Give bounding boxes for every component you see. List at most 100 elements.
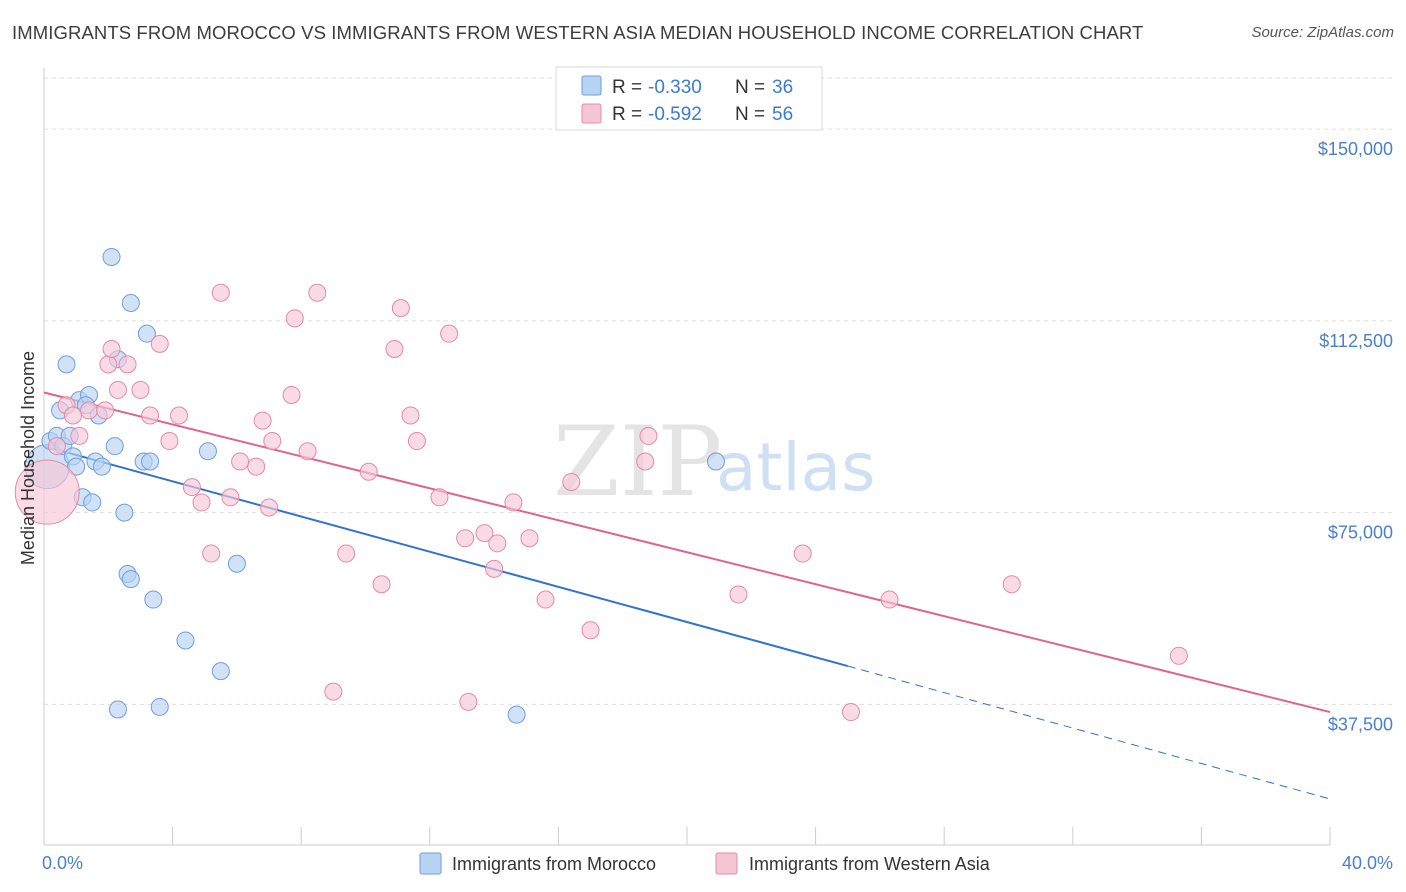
- legend-r-label-western-asia: R =: [612, 104, 642, 125]
- point-morocco: [176, 631, 195, 650]
- point-western-asia: [202, 544, 221, 563]
- x-tick-label-min: 0.0%: [42, 853, 83, 873]
- point-western-asia: [536, 590, 555, 609]
- point-western-asia: [1169, 646, 1188, 665]
- point-morocco: [108, 700, 127, 719]
- y-tick-label: $112,500: [1319, 331, 1393, 351]
- point-western-asia: [70, 426, 89, 445]
- point-western-asia: [337, 544, 356, 563]
- point-morocco: [121, 570, 140, 589]
- series-legend: Immigrants from Morocco Immigrants from …: [419, 852, 991, 875]
- legend-swatch-western-asia: [581, 103, 602, 124]
- point-western-asia: [247, 457, 266, 476]
- source-credit: Source: ZipAtlas.com: [1251, 24, 1394, 41]
- point-western-asia: [1002, 575, 1021, 594]
- point-western-asia: [118, 355, 137, 374]
- point-western-asia: [99, 355, 118, 374]
- point-western-asia: [475, 524, 494, 543]
- point-western-asia: [211, 283, 230, 302]
- point-western-asia: [131, 380, 150, 399]
- point-morocco: [227, 554, 246, 573]
- point-western-asia: [459, 692, 478, 711]
- point-western-asia: [324, 682, 343, 701]
- point-western-asia: [308, 283, 327, 302]
- point-morocco: [211, 662, 230, 681]
- point-western-asia: [440, 324, 459, 343]
- point-western-asia: [880, 590, 899, 609]
- point-western-asia: [63, 406, 82, 425]
- trendline-morocco-extrapolated: [847, 665, 1331, 800]
- point-morocco: [198, 442, 217, 461]
- trendline-morocco: [43, 445, 849, 667]
- point-western-asia: [504, 493, 523, 512]
- data-points: [14, 247, 1188, 724]
- series-legend-label-western-asia: Immigrants from Western Asia: [749, 854, 991, 874]
- y-tick-label: $37,500: [1328, 714, 1393, 734]
- point-western-asia: [102, 340, 121, 359]
- point-western-asia: [160, 432, 179, 451]
- point-western-asia: [456, 529, 475, 548]
- point-western-asia: [285, 309, 304, 328]
- point-morocco: [137, 324, 156, 343]
- point-western-asia: [485, 559, 504, 578]
- point-western-asia: [141, 406, 160, 425]
- point-western-asia: [636, 452, 655, 471]
- point-western-asia: [298, 442, 317, 461]
- point-morocco: [121, 293, 140, 312]
- trendlines: [43, 391, 1331, 800]
- point-western-asia: [150, 334, 169, 353]
- point-morocco: [105, 437, 124, 456]
- point-western-asia: [639, 426, 658, 445]
- point-morocco: [115, 503, 134, 522]
- point-western-asia: [401, 406, 420, 425]
- point-western-asia: [231, 452, 250, 471]
- point-western-asia: [407, 432, 426, 451]
- point-western-asia: [47, 437, 66, 456]
- point-western-asia: [488, 534, 507, 553]
- watermark-atlas: atlas: [716, 429, 876, 506]
- point-morocco: [141, 452, 160, 471]
- series-legend-swatch-western-asia: [715, 852, 738, 875]
- point-western-asia: [170, 406, 189, 425]
- legend-n-value-morocco: 36: [772, 77, 793, 98]
- y-axis-label: Median Household Income: [18, 351, 38, 565]
- point-morocco: [144, 590, 163, 609]
- legend-r-value-western-asia: -0.592: [648, 104, 702, 125]
- y-tick-label: $75,000: [1328, 523, 1393, 543]
- trendline-western-asia: [43, 391, 1331, 714]
- chart-title: IMMIGRANTS FROM MOROCCO VS IMMIGRANTS FR…: [12, 22, 1144, 43]
- point-western-asia: [729, 585, 748, 604]
- legend-n-label-western-asia: N =: [735, 104, 765, 125]
- point-western-asia: [80, 401, 99, 420]
- point-western-asia: [221, 488, 240, 507]
- point-morocco: [102, 247, 121, 266]
- point-western-asia: [581, 621, 600, 640]
- point-western-asia: [192, 493, 211, 512]
- point-morocco: [507, 705, 526, 724]
- series-legend-swatch-morocco: [419, 852, 442, 875]
- gridlines: [44, 77, 1395, 705]
- point-western-asia: [841, 703, 860, 722]
- series-legend-label-morocco: Immigrants from Morocco: [452, 854, 656, 874]
- point-western-asia: [385, 340, 404, 359]
- point-western-asia: [372, 575, 391, 594]
- point-western-asia: [96, 401, 115, 420]
- y-tick-labels: $37,500 $75,000 $112,500 $150,000: [1318, 139, 1393, 734]
- legend-n-label-morocco: N =: [735, 77, 765, 98]
- point-western-asia: [182, 478, 201, 497]
- point-morocco: [150, 697, 169, 716]
- legend-r-value-morocco: -0.330: [648, 77, 702, 98]
- stats-legend: R = -0.330 N = 36 R = -0.592 N = 56: [555, 66, 823, 131]
- x-tick-label-max: 40.0%: [1342, 853, 1393, 873]
- y-tick-label: $150,000: [1318, 139, 1393, 159]
- point-western-asia: [793, 544, 812, 563]
- point-morocco: [92, 457, 111, 476]
- point-morocco: [706, 452, 725, 471]
- point-western-asia: [108, 380, 127, 399]
- point-morocco: [67, 457, 86, 476]
- point-western-asia: [562, 472, 581, 491]
- point-western-asia: [430, 488, 449, 507]
- legend-n-value-western-asia: 56: [772, 104, 793, 125]
- point-western-asia: [14, 459, 80, 525]
